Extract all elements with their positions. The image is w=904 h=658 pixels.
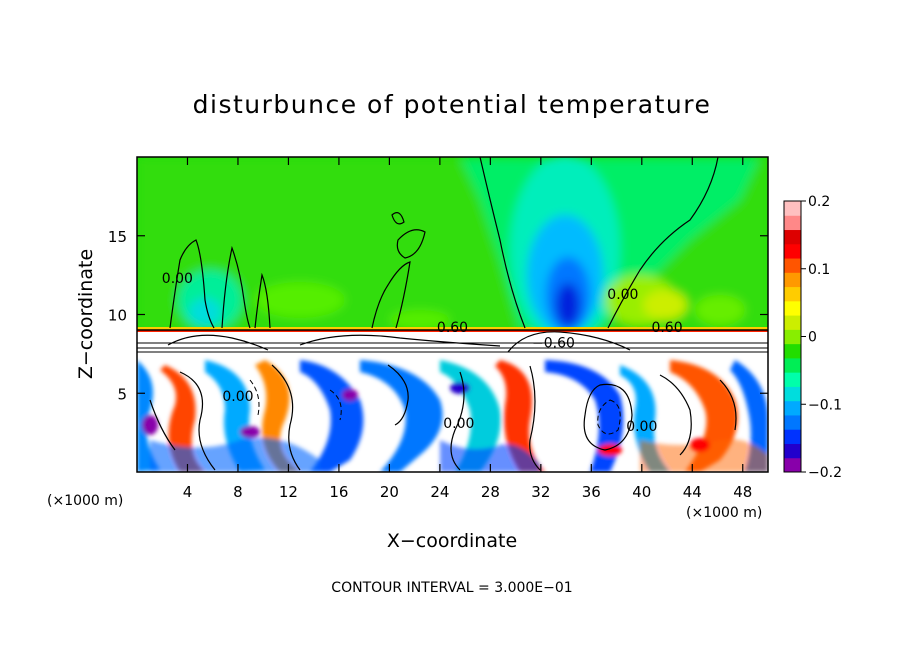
x-tick-label: 44 bbox=[683, 483, 702, 501]
colorbar-swatch bbox=[784, 372, 801, 387]
contour-label: 0.60 bbox=[651, 320, 682, 336]
x-tick-label: 28 bbox=[481, 483, 500, 501]
colorbar-ticks: 0.2 0.1 0 −0.1 −0.2 bbox=[801, 194, 842, 481]
contour-label: 0.60 bbox=[437, 320, 468, 336]
colorbar-swatch bbox=[784, 329, 801, 345]
colorbar-swatch bbox=[784, 429, 801, 444]
colorbar-swatch bbox=[784, 229, 801, 245]
colorbar-swatch bbox=[784, 315, 801, 330]
upper-field bbox=[137, 157, 768, 345]
x-tick-label: 48 bbox=[733, 483, 752, 501]
colorbar-swatch bbox=[784, 457, 801, 473]
plot-area: 0.00 0.60 0.00 0.60 −0.60 0.00 0.00 0.00 bbox=[137, 157, 768, 472]
tropopause-band bbox=[137, 327, 768, 330]
contour-label: 0.00 bbox=[162, 271, 193, 287]
x-tick-label: 32 bbox=[531, 483, 550, 501]
lower-field bbox=[137, 356, 768, 472]
dashed-contours bbox=[249, 379, 621, 435]
z-axis: 5 10 15 bbox=[108, 228, 768, 403]
x-tick-label: 40 bbox=[632, 483, 651, 501]
colorbar-swatch bbox=[784, 386, 801, 402]
z-unit-label: (×1000 m) bbox=[47, 493, 123, 509]
x-tick-label: 24 bbox=[430, 483, 449, 501]
x-tick-label: 36 bbox=[582, 483, 601, 501]
x-axis-label: X−coordinate bbox=[387, 530, 517, 552]
colorbar-tick-label: −0.2 bbox=[808, 465, 842, 481]
contour-interval-note: CONTOUR INTERVAL = 3.000E−01 bbox=[331, 580, 572, 596]
z-axis-label: Z−coordinate bbox=[75, 249, 97, 379]
contour-label: 0.00 bbox=[607, 287, 638, 303]
x-unit-label: (×1000 m) bbox=[686, 505, 762, 521]
x-tick-label: 16 bbox=[329, 483, 348, 501]
chart-title: disturbunce of potential temperature bbox=[193, 90, 712, 119]
colorbar-tick-label: 0.1 bbox=[808, 262, 830, 278]
colorbar-swatch bbox=[784, 400, 801, 416]
colorbar-swatch bbox=[784, 300, 801, 316]
colorbar bbox=[783, 200, 802, 473]
colorbar-swatch bbox=[784, 258, 801, 273]
x-axis: 4 8 12 16 20 24 28 32 36 40 44 48 bbox=[183, 157, 752, 501]
colorbar-swatch bbox=[784, 215, 801, 231]
colorbar-swatch bbox=[784, 414, 801, 430]
z-tick-label: 10 bbox=[108, 307, 127, 325]
colorbar-tick-label: −0.1 bbox=[808, 397, 842, 413]
contour-label: −0.60 bbox=[532, 336, 575, 352]
colorbar-swatch bbox=[784, 201, 801, 216]
z-tick-label: 5 bbox=[117, 385, 127, 403]
contour-label: 0.00 bbox=[443, 416, 474, 432]
x-tick-label: 12 bbox=[279, 483, 298, 501]
colorbar-tick-label: 0 bbox=[808, 330, 817, 346]
contour-labels: 0.00 0.60 0.00 0.60 −0.60 0.00 0.00 0.00 bbox=[162, 271, 683, 435]
colorbar-swatch bbox=[784, 343, 801, 359]
contour-lines bbox=[137, 157, 768, 471]
x-tick-label: 4 bbox=[183, 483, 193, 501]
x-tick-label: 8 bbox=[233, 483, 243, 501]
colorbar-swatch bbox=[784, 286, 801, 302]
colorbar-swatch bbox=[784, 357, 801, 373]
colorbar-tick-label: 0.2 bbox=[808, 194, 830, 210]
z-tick-label: 15 bbox=[108, 228, 127, 246]
colorbar-swatch bbox=[784, 443, 801, 459]
colorbar-swatch bbox=[784, 243, 801, 259]
x-tick-label: 20 bbox=[380, 483, 399, 501]
contour-label: 0.00 bbox=[626, 419, 657, 435]
colorbar-swatch bbox=[784, 272, 801, 288]
contour-label: 0.00 bbox=[222, 389, 253, 405]
